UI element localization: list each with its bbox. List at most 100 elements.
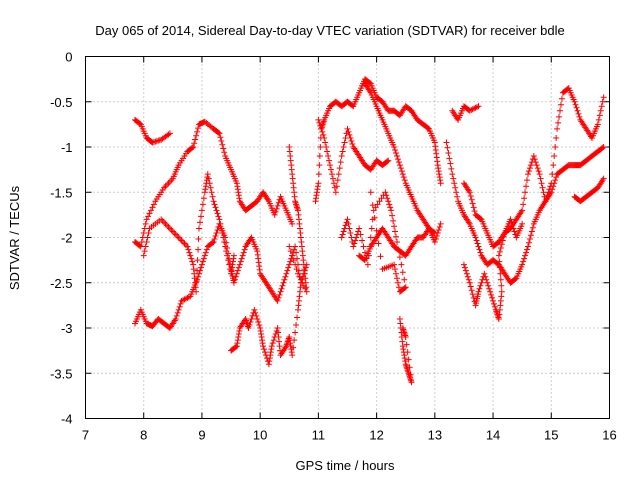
data-point — [557, 107, 564, 114]
data-point — [401, 276, 408, 283]
data-point — [511, 228, 518, 235]
data-point — [533, 162, 540, 169]
data-point — [283, 270, 290, 277]
data-point — [481, 270, 488, 277]
data-point — [600, 144, 607, 150]
y-axis-label: SDTVAR / TECUs — [7, 185, 22, 290]
data-point — [280, 279, 287, 286]
data-point — [209, 193, 216, 200]
data-point — [382, 189, 389, 196]
data-point — [487, 288, 494, 295]
data-point — [463, 270, 470, 277]
data-point — [292, 329, 299, 336]
data-point — [175, 234, 182, 241]
data-point — [498, 288, 505, 295]
y-tick-label: -4 — [61, 412, 73, 427]
data-point — [187, 252, 194, 259]
data-point — [222, 243, 229, 250]
data-point — [378, 195, 385, 202]
data-point — [485, 282, 492, 289]
data-point — [269, 340, 276, 347]
data-point — [366, 243, 373, 250]
data-point — [217, 220, 224, 227]
data-point — [347, 229, 354, 236]
data-point — [548, 180, 555, 187]
data-point — [270, 337, 277, 344]
data-point — [474, 104, 481, 111]
data-point — [321, 134, 328, 141]
data-point — [392, 228, 399, 235]
data-point — [353, 234, 360, 241]
data-point — [195, 246, 202, 253]
data-point — [300, 282, 307, 289]
data-point — [510, 225, 517, 232]
data-point — [322, 139, 329, 146]
data-point — [388, 207, 395, 214]
data-point — [399, 171, 406, 178]
data-point — [552, 144, 559, 150]
data-point — [393, 270, 400, 277]
data-point — [165, 223, 172, 230]
data-point — [279, 282, 286, 289]
series-arc-3 — [131, 220, 304, 331]
data-point — [367, 234, 374, 241]
data-point — [576, 113, 583, 120]
data-point — [186, 249, 193, 256]
series-arc-10 — [396, 315, 415, 386]
data-point — [196, 225, 203, 232]
data-point — [431, 239, 438, 246]
data-point — [328, 171, 335, 178]
data-point — [491, 300, 498, 307]
data-point — [369, 202, 376, 209]
data-point — [363, 255, 370, 262]
data-point — [406, 364, 413, 371]
data-point — [296, 273, 303, 280]
data-point — [397, 288, 404, 295]
data-point — [213, 229, 220, 236]
data-point — [535, 168, 542, 175]
x-tick-label: 10 — [253, 428, 267, 443]
data-point — [200, 255, 207, 262]
data-point — [272, 208, 279, 215]
data-point — [211, 236, 218, 243]
data-point — [521, 255, 528, 262]
data-point — [173, 312, 180, 319]
data-point — [282, 273, 289, 280]
data-point — [201, 252, 208, 259]
data-point — [289, 252, 296, 259]
data-point — [396, 288, 403, 295]
data-point — [275, 199, 282, 206]
data-point — [471, 208, 478, 215]
series-arc-8 — [315, 116, 392, 196]
x-tick-label: 11 — [312, 428, 326, 443]
data-point — [328, 166, 335, 173]
series-scatter-extra — [338, 189, 409, 295]
data-point — [547, 183, 554, 190]
data-point — [346, 131, 353, 138]
data-point — [194, 257, 201, 264]
x-tick-labels: 7 8 9 10 11 12 13 14 15 16 — [82, 428, 617, 443]
data-point — [189, 144, 196, 151]
data-point — [325, 153, 332, 160]
data-point — [475, 288, 482, 295]
data-point — [465, 276, 472, 283]
data-point — [290, 344, 297, 351]
data-point — [219, 141, 226, 148]
data-point — [185, 246, 192, 253]
data-point — [149, 204, 156, 211]
data-point — [451, 180, 458, 187]
x-axis-label: GPS time / hours — [296, 458, 395, 473]
series-arc-16 — [571, 175, 607, 205]
data-point — [327, 162, 334, 169]
data-point — [164, 181, 171, 188]
data-point — [496, 264, 503, 271]
data-point — [232, 273, 239, 280]
data-point — [390, 217, 397, 224]
data-point — [571, 98, 578, 105]
data-point — [454, 193, 461, 200]
series-arc-6 — [286, 144, 310, 295]
data-point — [384, 195, 391, 202]
data-point — [397, 165, 404, 172]
data-point — [203, 246, 210, 253]
